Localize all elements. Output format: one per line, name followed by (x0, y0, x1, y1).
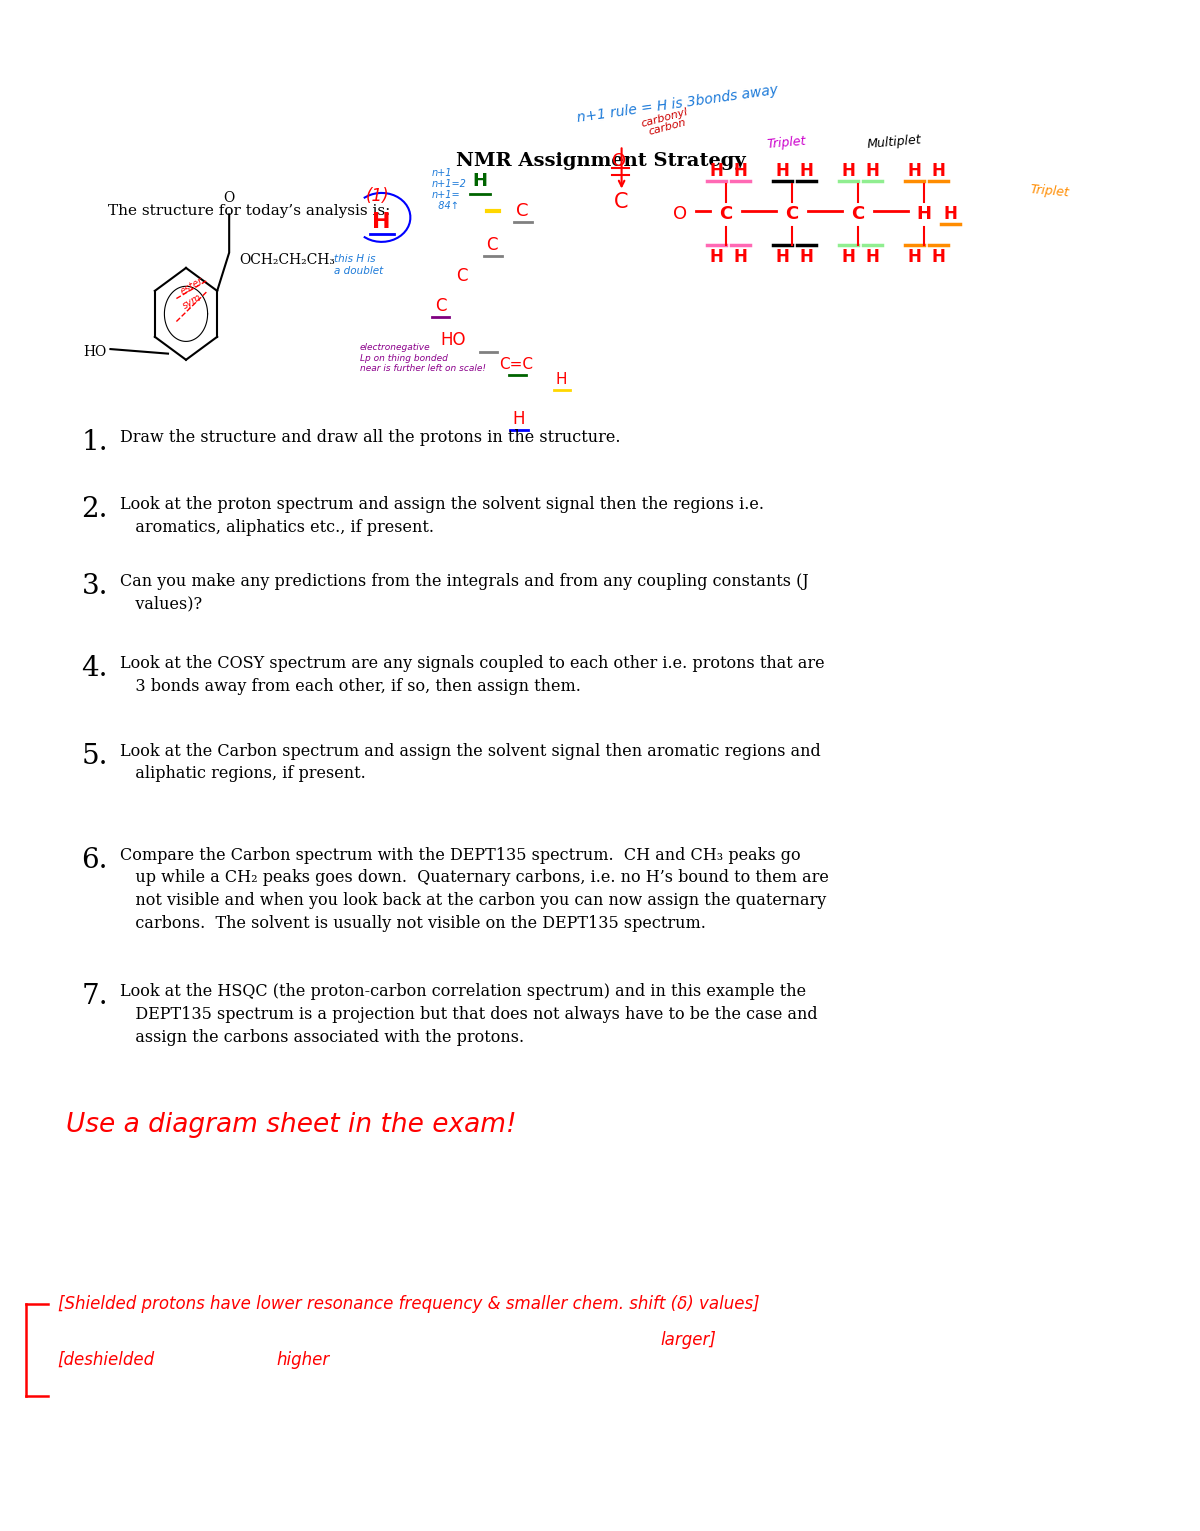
Text: Multiplet: Multiplet (866, 133, 922, 152)
Text: Look at the COSY spectrum are any signals coupled to each other i.e. protons tha: Look at the COSY spectrum are any signal… (120, 655, 824, 695)
Text: Compare the Carbon spectrum with the DEPT135 spectrum.  CH and CH₃ peaks go
   u: Compare the Carbon spectrum with the DEP… (120, 847, 829, 932)
Text: Triplet: Triplet (766, 135, 806, 150)
Text: H: H (865, 248, 880, 266)
Text: larger]: larger] (660, 1330, 716, 1349)
Text: C: C (516, 202, 528, 220)
Text: H: H (733, 162, 748, 181)
Text: C: C (434, 297, 446, 315)
Text: n+1 rule = H is 3bonds away: n+1 rule = H is 3bonds away (576, 83, 779, 126)
Text: H: H (943, 205, 958, 224)
Text: The structure for today’s analysis is:: The structure for today’s analysis is: (108, 204, 390, 219)
Text: H: H (733, 248, 748, 266)
Text: H: H (931, 248, 946, 266)
Text: 5.: 5. (82, 743, 108, 770)
Text: O: O (223, 191, 235, 205)
Text: H: H (917, 205, 931, 224)
Text: H: H (907, 248, 922, 266)
Text: H: H (775, 162, 790, 181)
Text: OCH₂CH₂CH₃: OCH₂CH₂CH₃ (239, 253, 335, 268)
Text: 3.: 3. (82, 573, 108, 600)
Text: H: H (799, 248, 814, 266)
Text: n+1
n+1=2
n+1=
  84↑: n+1 n+1=2 n+1= 84↑ (432, 168, 467, 211)
Text: C=C: C=C (499, 357, 533, 372)
Text: 1.: 1. (82, 429, 108, 456)
Text: 2.: 2. (82, 496, 108, 524)
Text: ester: ester (179, 276, 205, 297)
Text: Look at the proton spectrum and assign the solvent signal then the regions i.e.
: Look at the proton spectrum and assign t… (120, 496, 764, 536)
Text: C: C (486, 236, 498, 254)
Text: [Shielded protons have lower resonance frequency & smaller chem. shift (δ) value: [Shielded protons have lower resonance f… (58, 1295, 760, 1314)
Text: this H is
a doublet: this H is a doublet (334, 254, 383, 276)
Text: C: C (719, 205, 733, 224)
Text: sym: sym (181, 292, 203, 311)
Text: Look at the Carbon spectrum and assign the solvent signal then aromatic regions : Look at the Carbon spectrum and assign t… (120, 743, 821, 782)
Text: C: C (851, 205, 865, 224)
Text: H: H (841, 248, 856, 266)
Text: (1): (1) (366, 187, 390, 205)
Text: HO: HO (440, 331, 466, 349)
Text: C: C (456, 266, 468, 285)
Text: H: H (709, 248, 724, 266)
Text: H: H (865, 162, 880, 181)
Text: H: H (841, 162, 856, 181)
Text: carbonyl
carbon: carbonyl carbon (641, 107, 691, 138)
Text: 4.: 4. (82, 655, 108, 683)
Text: [deshielded: [deshielded (58, 1350, 155, 1369)
Text: 7.: 7. (82, 983, 108, 1010)
Text: H: H (512, 410, 524, 429)
Text: H: H (775, 248, 790, 266)
Text: 6.: 6. (82, 847, 108, 874)
Text: H: H (907, 162, 922, 181)
Text: O: O (612, 152, 626, 170)
Text: H: H (709, 162, 724, 181)
Text: Use a diagram sheet in the exam!: Use a diagram sheet in the exam! (66, 1113, 517, 1138)
Text: HO: HO (83, 344, 106, 360)
Text: C: C (785, 205, 799, 224)
Text: H: H (556, 372, 568, 387)
Text: electronegative
Lp on thing bonded
near is further left on scale!: electronegative Lp on thing bonded near … (360, 343, 486, 374)
Text: Look at the HSQC (the proton-carbon correlation spectrum) and in this example th: Look at the HSQC (the proton-carbon corr… (120, 983, 817, 1046)
Text: H: H (931, 162, 946, 181)
Text: Triplet: Triplet (1030, 184, 1070, 199)
Text: Draw the structure and draw all the protons in the structure.: Draw the structure and draw all the prot… (120, 429, 620, 446)
Text: H: H (473, 171, 487, 190)
Text: NMR Assignment Strategy: NMR Assignment Strategy (456, 152, 745, 170)
Text: H: H (799, 162, 814, 181)
Text: Can you make any predictions from the integrals and from any coupling constants : Can you make any predictions from the in… (120, 573, 809, 612)
Text: H: H (372, 211, 391, 233)
Text: O: O (673, 205, 688, 224)
Text: C: C (614, 191, 629, 213)
Text: higher: higher (276, 1350, 329, 1369)
